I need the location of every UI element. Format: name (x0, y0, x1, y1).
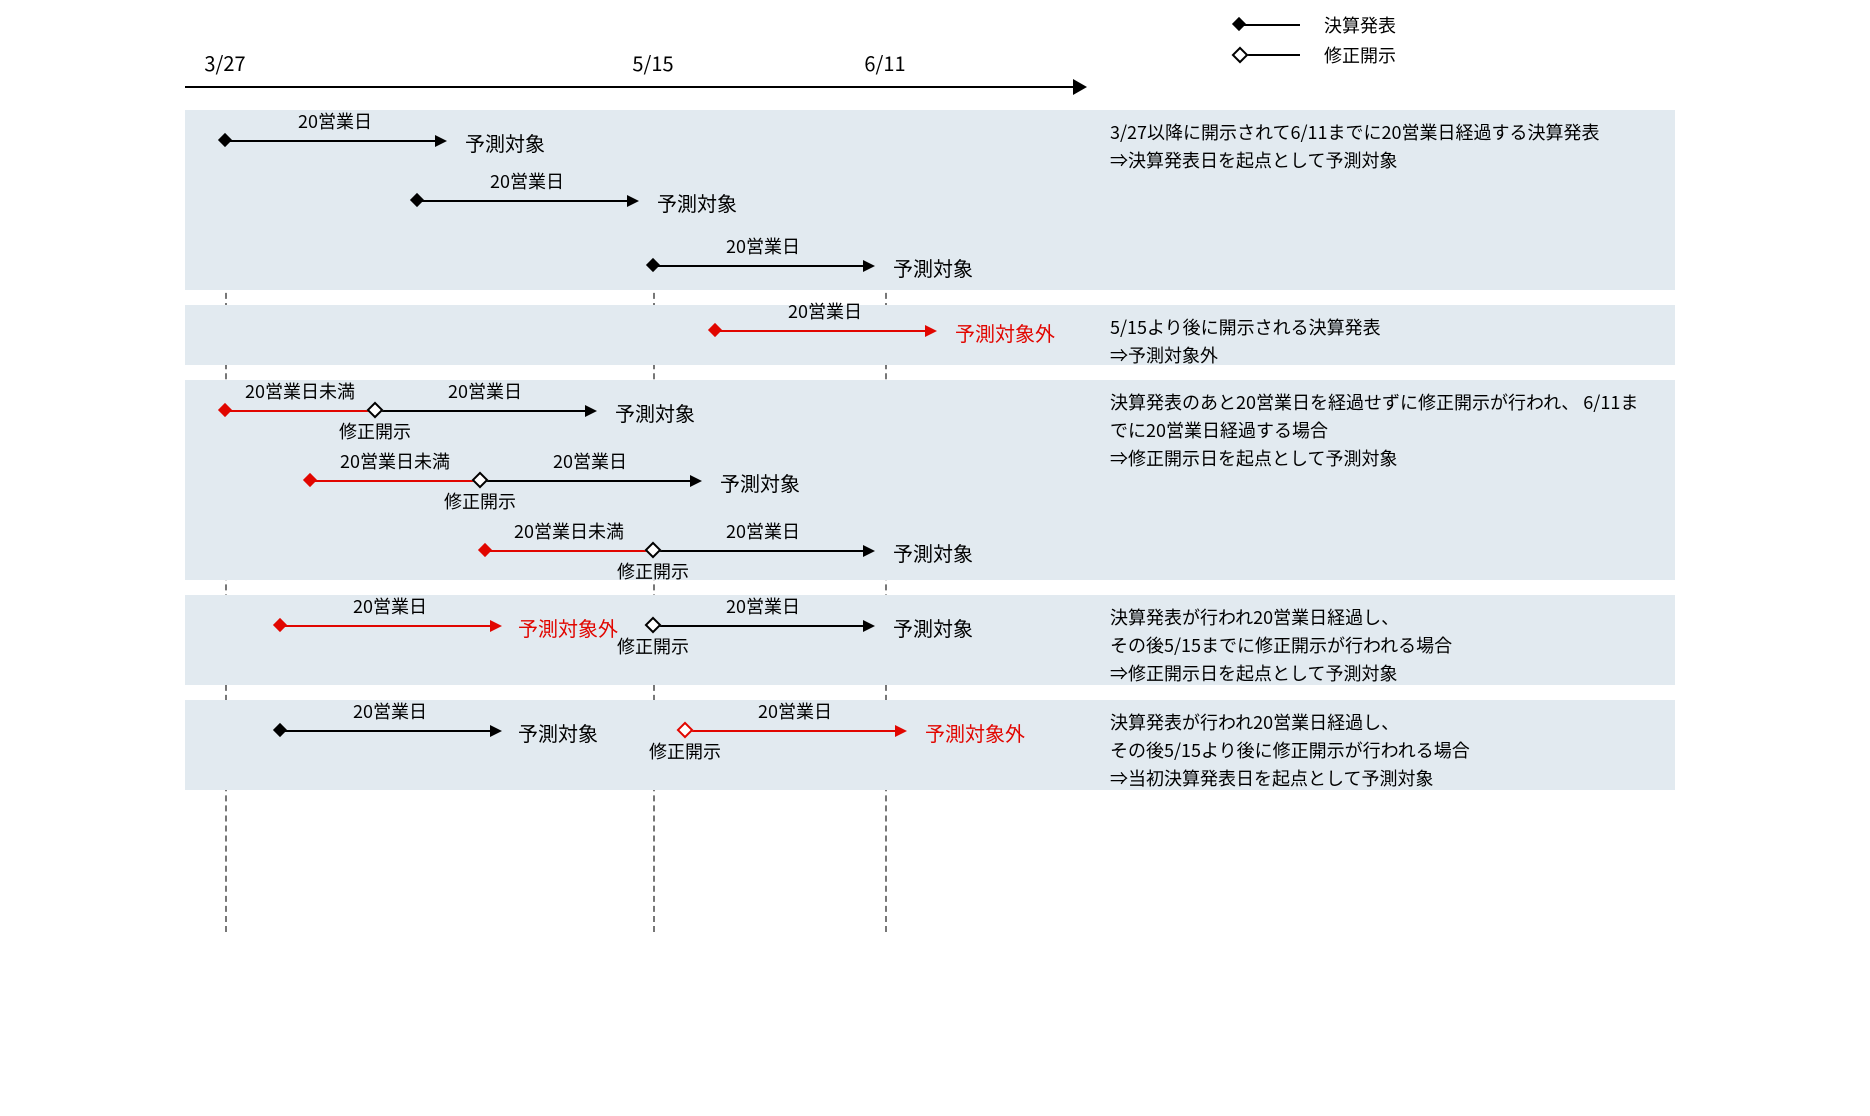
scenario-description: 決算発表のあと20営業日を経過せずに修正開示が行われ、 6/11までに20営業日… (1110, 388, 1645, 472)
segment-duration-label: 20営業日 (788, 298, 862, 324)
row-end-label: 予測対象 (465, 128, 545, 157)
timeline-segment: 20営業日 (225, 140, 445, 142)
arrowhead-icon (895, 725, 907, 737)
segment-duration-label: 20営業日 (726, 233, 800, 259)
arrowhead-icon (435, 135, 447, 147)
axis-tick-label: 6/11 (864, 48, 905, 77)
row-end-label: 予測対象 (615, 398, 695, 427)
row-end-label: 予測対象 (893, 253, 973, 282)
row-end-label: 予測対象 (893, 538, 973, 567)
row-end-label: 予測対象 (720, 468, 800, 497)
timeline-segment: 20営業日予測対象外 (280, 625, 500, 627)
scenario-description: 3/27以降に開示されて6/11までに20営業日経過する決算発表⇒決算発表日を起… (1110, 118, 1645, 174)
scenario-description: 決算発表が行われ20営業日経過し、その後5/15より後に修正開示が行われる場合⇒… (1110, 708, 1645, 792)
arrowhead-icon (863, 545, 875, 557)
segment-duration-label: 20営業日 (726, 518, 800, 544)
arrowhead-icon (925, 325, 937, 337)
time-axis: 3/27 5/15 6/11 (185, 40, 1085, 90)
legend-row-announcement: 決算発表 (1240, 10, 1396, 40)
segment-duration-label: 20営業日 (726, 593, 800, 619)
legend-symbol-filled (1240, 24, 1300, 26)
axis-line (185, 86, 1085, 88)
legend-symbol-open (1240, 54, 1300, 56)
row-end-label: 予測対象 (893, 613, 973, 642)
axis-tick-label: 3/27 (204, 48, 245, 77)
segment-end-label: 予測対象 (518, 718, 598, 747)
axis-tick-label: 5/15 (632, 48, 673, 77)
scenario-description: 5/15より後に開示される決算発表⇒予測対象外 (1110, 313, 1645, 369)
segment-note-label: 修正開示 (617, 633, 689, 659)
timeline-segment: 20営業日未満 (485, 550, 653, 552)
row-end-label: 予測対象 (657, 188, 737, 217)
row-end-label: 予測対象外 (955, 318, 1055, 347)
segment-note-label: 修正開示 (339, 418, 411, 444)
axis-arrow-icon (1073, 79, 1087, 95)
timeline-segment: 20営業日 (715, 330, 935, 332)
segment-duration-label: 20営業日 (758, 698, 832, 724)
timeline-segment: 20営業日 (653, 265, 873, 267)
timeline-segment: 20営業日修正開示 (375, 410, 595, 412)
segment-note-label: 修正開示 (617, 558, 689, 584)
legend-row-revision: 修正開示 (1240, 40, 1396, 70)
segment-duration-label: 20営業日 (490, 168, 564, 194)
timeline-segment: 20営業日 (417, 200, 637, 202)
timeline-segment: 20営業日修正開示 (653, 625, 873, 627)
arrowhead-icon (863, 620, 875, 632)
timeline-segment: 20営業日修正開示 (685, 730, 905, 732)
segment-duration-label: 20営業日 (553, 448, 627, 474)
segment-duration-label: 20営業日未満 (514, 518, 624, 544)
timeline-segment: 20営業日修正開示 (480, 480, 700, 482)
arrowhead-icon (490, 725, 502, 737)
timeline-segment: 20営業日修正開示 (653, 550, 873, 552)
scenario-description: 決算発表が行われ20営業日経過し、その後5/15までに修正開示が行われる場合⇒修… (1110, 603, 1645, 687)
arrowhead-icon (627, 195, 639, 207)
segment-duration-label: 20営業日未満 (245, 378, 355, 404)
segment-duration-label: 20営業日未満 (340, 448, 450, 474)
legend-label-revision: 修正開示 (1324, 42, 1396, 68)
segment-duration-label: 20営業日 (448, 378, 522, 404)
segment-duration-label: 20営業日 (353, 698, 427, 724)
segment-end-label: 予測対象外 (518, 613, 618, 642)
arrowhead-icon (490, 620, 502, 632)
legend-label-announcement: 決算発表 (1324, 12, 1396, 38)
timeline-segment: 20営業日未満 (225, 410, 375, 412)
row-end-label: 予測対象外 (925, 718, 1025, 747)
arrowhead-icon (690, 475, 702, 487)
segment-note-label: 修正開示 (444, 488, 516, 514)
segment-note-label: 修正開示 (649, 738, 721, 764)
legend: 決算発表 修正開示 (1240, 10, 1396, 70)
timeline-segment: 20営業日未満 (310, 480, 480, 482)
timeline-segment: 20営業日予測対象 (280, 730, 500, 732)
arrowhead-icon (585, 405, 597, 417)
segment-duration-label: 20営業日 (298, 108, 372, 134)
segment-duration-label: 20営業日 (353, 593, 427, 619)
arrowhead-icon (863, 260, 875, 272)
